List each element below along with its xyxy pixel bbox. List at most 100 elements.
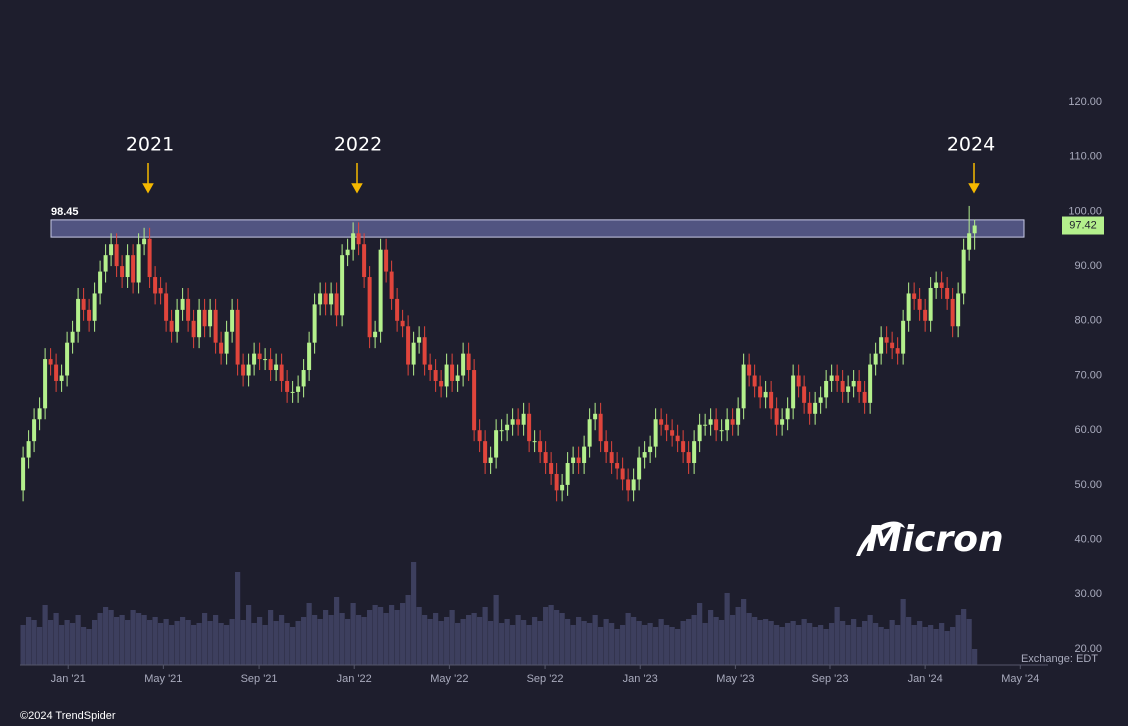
volume-bar	[449, 610, 455, 665]
candle-body	[576, 457, 581, 464]
candle-body	[219, 342, 224, 354]
candle-body	[307, 342, 312, 371]
candle-body	[505, 424, 510, 431]
annotation: 2021	[126, 134, 174, 156]
candle-body	[697, 424, 702, 442]
volume-bar	[532, 617, 538, 665]
candle-body	[433, 370, 438, 381]
volume-bar	[136, 613, 142, 665]
volume-bar	[829, 623, 835, 665]
candle-body	[631, 479, 636, 491]
y-tick-label: 90.00	[1074, 260, 1102, 272]
volume-bar	[504, 619, 510, 665]
candle-body	[895, 348, 900, 354]
volume-bar	[290, 627, 296, 665]
candle-body	[285, 380, 290, 392]
candle-body	[120, 266, 125, 278]
candle-body	[180, 298, 185, 310]
volume-bar	[741, 599, 747, 665]
candle-body	[956, 293, 961, 327]
volume-bar	[691, 615, 697, 665]
x-tick-label: Sep '23	[812, 673, 849, 685]
candle-body	[274, 364, 279, 371]
candle-body	[939, 282, 944, 288]
candle-body	[257, 353, 262, 360]
volume-bar	[482, 607, 488, 665]
candle-body	[158, 287, 163, 294]
volume-bar	[64, 620, 70, 665]
axis-layer: 20.00 30.00 40.00 50.00 60.00 70.00 80.00 90.00…	[20, 96, 1104, 685]
volume-bar	[972, 649, 978, 665]
candle-body	[109, 244, 114, 256]
candle-body	[747, 364, 752, 376]
volume-bar	[174, 621, 180, 665]
candle-body	[791, 375, 796, 409]
volume-bar	[950, 627, 956, 665]
volume-bar	[361, 617, 367, 665]
candle-body	[323, 293, 328, 305]
volume-bar	[416, 607, 422, 665]
candle-body	[961, 249, 966, 294]
volume-bar	[851, 619, 857, 665]
candle-body	[411, 342, 416, 365]
candle-body	[813, 402, 818, 414]
volume-bar	[702, 623, 708, 665]
volume-bar	[427, 619, 433, 665]
candle-body	[593, 413, 598, 420]
volume-bar	[356, 615, 362, 665]
volume-bar	[620, 625, 626, 665]
x-tick-label: Jan '24	[908, 673, 943, 685]
volume-bar	[785, 623, 791, 665]
candle-body	[329, 293, 334, 305]
candle-body	[664, 424, 669, 431]
candle-body	[114, 244, 119, 267]
candle-body	[197, 309, 202, 338]
watermark-logo: Micron	[866, 519, 1004, 560]
volume-bar	[862, 621, 868, 665]
volume-bar	[779, 627, 785, 665]
volume-bar	[422, 615, 428, 665]
candle-body	[92, 293, 97, 321]
volume-bar	[279, 615, 285, 665]
candle-body	[835, 375, 840, 381]
candle-body	[626, 479, 631, 491]
candle-body	[296, 386, 301, 392]
candle-body	[890, 342, 895, 349]
volume-bar	[559, 613, 565, 665]
volume-bar	[444, 617, 450, 665]
volume-bar	[499, 623, 505, 665]
candle-body	[477, 430, 482, 442]
volume-bar	[339, 613, 345, 665]
volume-bar	[141, 615, 147, 665]
volume-bar	[548, 605, 554, 665]
x-tick-label: Sep '21	[241, 673, 278, 685]
candle-layer	[21, 205, 977, 502]
candle-body	[912, 293, 917, 299]
volume-bar	[42, 605, 48, 665]
volume-bar	[372, 605, 378, 665]
y-tick-label: 30.00	[1074, 588, 1102, 600]
volume-bar	[834, 607, 840, 665]
volume-bar	[92, 620, 98, 665]
candle-body	[736, 408, 741, 425]
volume-bar	[86, 629, 92, 665]
volume-bar	[317, 619, 323, 665]
candle-body	[241, 364, 246, 376]
candle-body	[598, 413, 603, 442]
volume-bar	[609, 623, 615, 665]
candle-body	[279, 364, 284, 381]
candle-body	[186, 298, 191, 321]
candle-body	[483, 441, 488, 464]
candle-body	[857, 380, 862, 392]
x-tick-label: May '24	[1001, 673, 1039, 685]
volume-bar	[125, 620, 131, 665]
candle-body	[615, 463, 620, 469]
volume-bar	[367, 610, 373, 665]
volume-bar	[592, 615, 598, 665]
volume-bar	[169, 625, 175, 665]
candle-body	[560, 484, 565, 491]
volume-bar	[455, 623, 461, 665]
volume-bar	[686, 619, 692, 665]
resistance-layer: 98.45	[50, 206, 1025, 238]
volume-bar	[53, 613, 59, 665]
